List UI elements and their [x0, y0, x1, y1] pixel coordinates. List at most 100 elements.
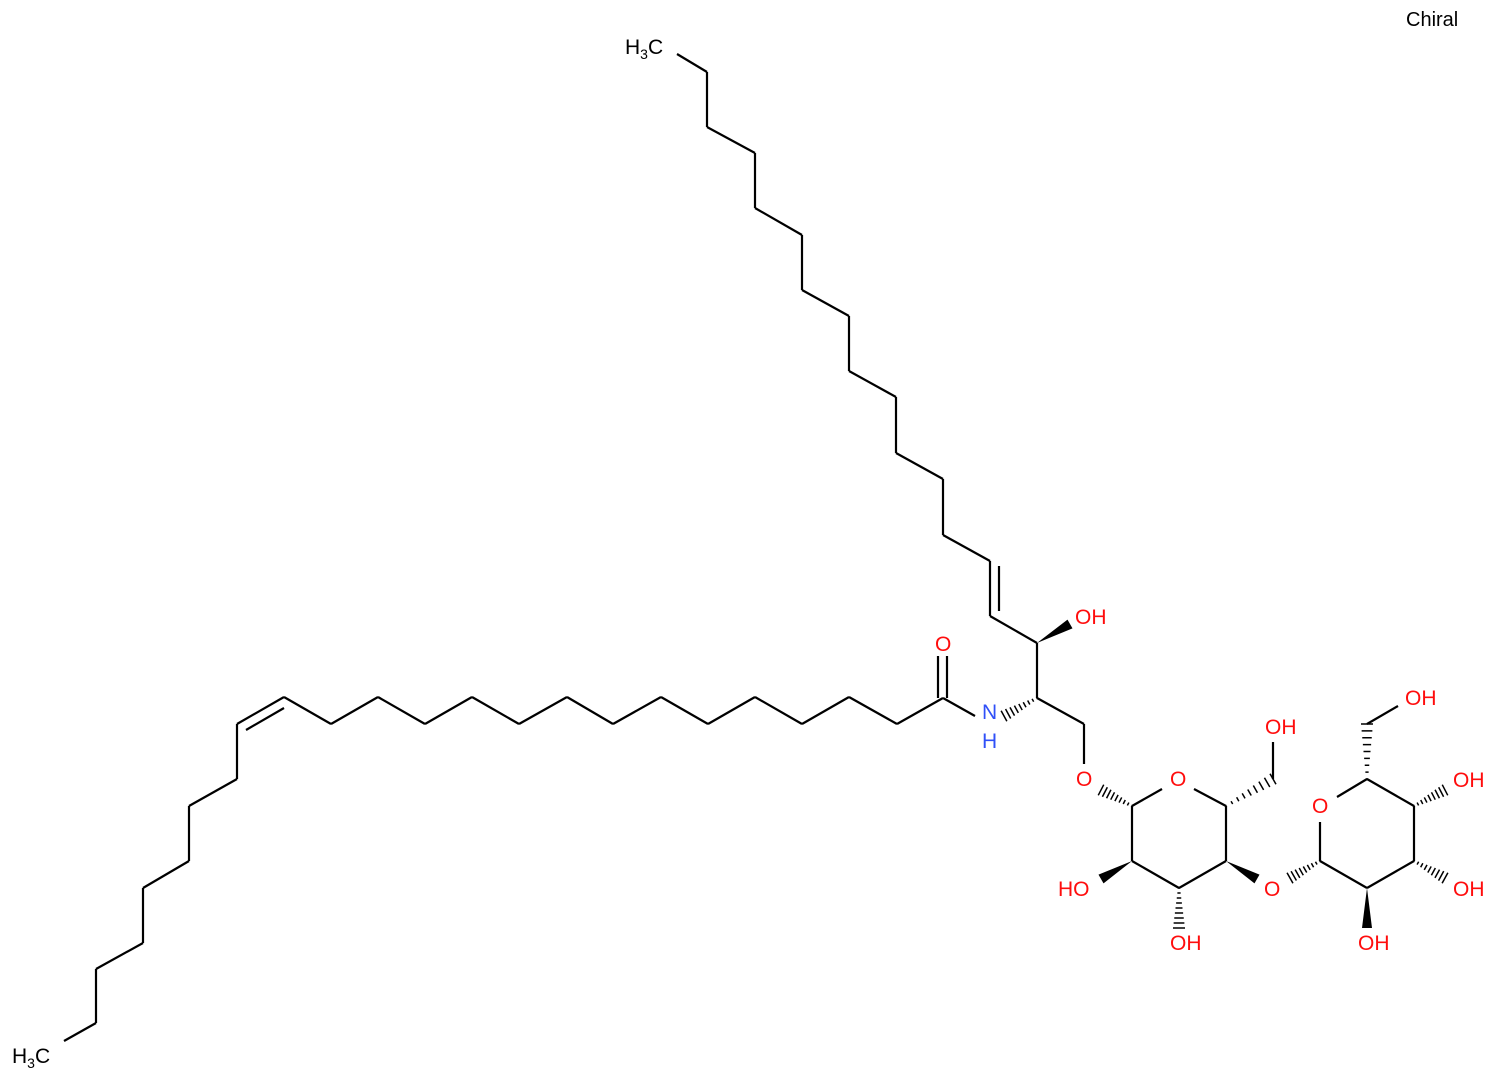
sphingosine-hydroxyl: OH: [1075, 606, 1107, 629]
sphingoid-chain-bond: [754, 207, 803, 236]
ring1-c2-hydroxyl: HO: [1058, 878, 1090, 901]
acyl-chain-bond: [236, 696, 285, 725]
ring2-c3-hash: [1412, 859, 1416, 863]
acyl-chain-bond: [707, 696, 756, 725]
bonds: [63, 53, 1449, 1042]
acyl-chain-bond: [566, 696, 614, 725]
ring1-ch2oh: OH: [1265, 716, 1297, 739]
acyl-chain-bond: [660, 696, 709, 725]
ring2-c4-hydroxyl: OH: [1453, 769, 1485, 792]
ring2-c4-hash: [1437, 786, 1445, 798]
glycosidic-hash-1: [1126, 802, 1130, 806]
glycosidic-hash-2: [1306, 864, 1311, 871]
glycosidic-hash-2: [1294, 869, 1301, 879]
glycosidic-hash-1: [1118, 797, 1123, 803]
ch2oh-hash-1: [1247, 789, 1252, 796]
methyl-bottom-label: H3C: [12, 1045, 50, 1071]
ring1-oxygen: O: [1170, 768, 1186, 791]
ring1-c3-hydroxyl: OH: [1170, 932, 1202, 955]
atom-labels: H3C H3C O N H OH O O OH HO OH O O OH OH …: [12, 36, 1485, 1071]
acyl-chain-bond: [848, 696, 898, 725]
cis-double-bond-inner: [245, 707, 285, 731]
ring2-bond: [1336, 778, 1368, 798]
ring2-bond: [1319, 860, 1368, 889]
ring2-c3-hash: [1423, 864, 1428, 871]
amide-hash: [1004, 708, 1012, 719]
glycosidic-hash-1: [1114, 794, 1119, 802]
acyl-chain-bond: [754, 696, 803, 725]
glycosidic-hash-2: [1290, 870, 1298, 881]
sphingoid-chain-bond: [676, 53, 708, 73]
glycosidic-hash-1: [1122, 799, 1126, 805]
ring2-c4-hash: [1412, 804, 1416, 808]
acyl-chain-bond: [471, 696, 520, 725]
ring2-c4-hash: [1416, 802, 1420, 806]
ring2-bond: [1366, 860, 1415, 889]
glycosidic-hash-2: [1286, 872, 1294, 884]
ring2-c3-hydroxyl: OH: [1453, 878, 1485, 901]
amide-hash: [1031, 698, 1035, 703]
acyl-chain-bond: [188, 778, 238, 807]
amide-hash: [1018, 703, 1023, 711]
acyl-chain-bond: [518, 696, 568, 725]
ring2-c3-hash: [1427, 866, 1432, 873]
ring1-bond: [1131, 788, 1163, 807]
ch2oh-hash-1: [1241, 793, 1246, 799]
ring2-c4-hash: [1441, 784, 1449, 796]
ring2-c3-hash: [1416, 861, 1420, 865]
glycosidic-hash-2: [1302, 866, 1308, 873]
sphingoid-chain-bond: [706, 126, 756, 154]
ring2-c4-hash: [1430, 791, 1436, 801]
glycosidic-hash-1: [1110, 791, 1116, 801]
glycosidic-hash-1: [1101, 786, 1109, 798]
sphingoid-chain-bond: [801, 289, 850, 317]
ring2-ch2oh: OH: [1405, 687, 1437, 710]
methyl-top-label: H3C: [625, 36, 663, 62]
acyl-chain-bond: [330, 696, 379, 725]
ring2-c3-hash: [1441, 872, 1449, 884]
ring2-c4-hash: [1423, 797, 1428, 803]
glycosidic-hash-1: [1105, 789, 1112, 799]
ring1-c2-wedge: [1098, 861, 1132, 884]
ring2-c4-hash: [1434, 789, 1441, 799]
acyl-chain-bond: [801, 696, 850, 725]
ring2-bond: [1366, 778, 1415, 807]
amide-bond: [942, 697, 976, 717]
sphingoid-chain-bond: [1036, 697, 1085, 725]
ring2-c4-hash: [1427, 794, 1432, 802]
acyl-chain-bond: [283, 696, 332, 725]
sphingoid-chain-bond: [848, 370, 897, 398]
sphingoid-chain-bond: [942, 534, 991, 562]
glycosidic-hash-2: [1298, 867, 1304, 876]
amide-hash: [1022, 701, 1027, 708]
ring2-oxygen: O: [1312, 795, 1328, 818]
amide-hash: [1009, 706, 1016, 717]
acyl-chain-bond: [612, 696, 662, 725]
acyl-chain-bond: [424, 696, 473, 725]
ch2oh-bond-2: [1366, 705, 1399, 725]
amide-hydrogen: H: [982, 730, 997, 753]
amide-nitrogen: N: [982, 701, 997, 724]
ch2oh-hash-1: [1235, 796, 1240, 802]
hydroxyl-wedge: [1037, 619, 1073, 643]
ring2-c2-hydroxyl: OH: [1358, 932, 1390, 955]
sphingoid-chain-bond: [989, 615, 1038, 644]
ring2-c3-hash: [1420, 862, 1424, 868]
ch2oh-hash-1: [1230, 800, 1234, 805]
acyl-chain-bond: [95, 942, 144, 970]
amide-hash: [1000, 710, 1008, 722]
ring1-bond: [1193, 788, 1227, 807]
glycosidic-hash-2: [1314, 861, 1318, 865]
glycosidic-hash-1: [1097, 784, 1105, 796]
ring2-c2-wedge: [1362, 888, 1372, 928]
glycosidic-wedge-2: [1226, 861, 1260, 884]
ring1-bond: [1131, 860, 1180, 889]
amide-hash: [1027, 700, 1031, 705]
acyl-chain-bond: [63, 1022, 97, 1042]
ring2-c4-hash: [1420, 799, 1424, 805]
ch2oh-hash-1: [1224, 804, 1228, 808]
amide-hash: [1013, 705, 1020, 714]
glycosidic-oxygen-2: O: [1264, 878, 1280, 901]
